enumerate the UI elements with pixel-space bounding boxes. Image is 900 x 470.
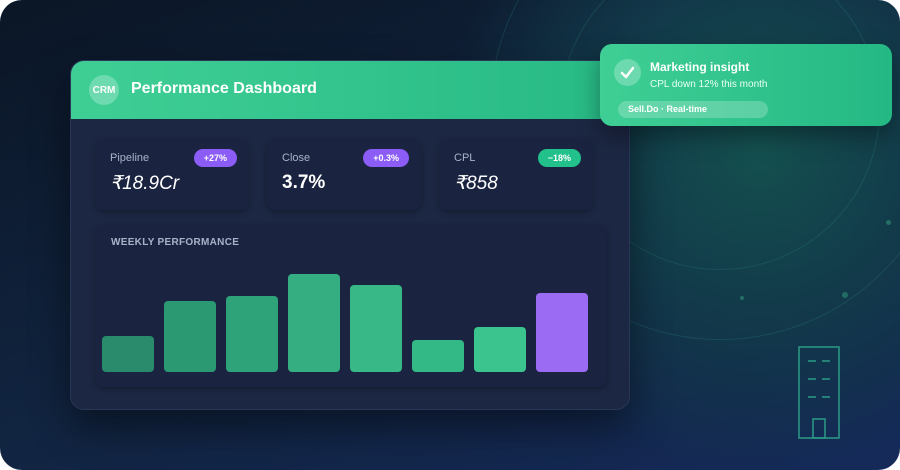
- kpi-delta: −18%: [537, 149, 581, 167]
- bar: [226, 296, 278, 372]
- bar: [350, 285, 402, 372]
- crm-badge: CRM: [89, 75, 119, 105]
- kpi-card: CPL −18% ₹858: [439, 139, 593, 210]
- dashboard-panel: CRM Performance Dashboard Pipeline +27% ₹1…: [70, 60, 630, 410]
- panel-header: CRM Performance Dashboard: [71, 61, 629, 119]
- kpi-delta: +0.3%: [363, 149, 409, 167]
- kpi-label: CPL: [454, 152, 476, 164]
- notification: Marketing insight CPL down 12% this mont…: [600, 44, 892, 126]
- bar: [474, 327, 526, 372]
- kpi-value: 3.7%: [282, 172, 326, 193]
- kpi-value: ₹858: [454, 173, 498, 194]
- bar: [288, 274, 340, 372]
- kpi-label: Pipeline: [110, 152, 150, 164]
- chart-title: WEEKLY PERFORMANCE: [111, 237, 240, 248]
- kpi-delta: +27%: [193, 149, 237, 167]
- bar: [536, 293, 588, 372]
- check-icon: [614, 59, 641, 86]
- notification-tag: Sell.Do · Real-time: [618, 101, 768, 118]
- building-icon: [798, 346, 840, 439]
- notification-message: CPL down 12% this month: [650, 79, 768, 90]
- notification-title: Marketing insight: [650, 60, 750, 74]
- kpi-value: ₹18.9Cr: [110, 173, 180, 194]
- bar: [102, 336, 154, 372]
- decor-dot: [740, 296, 744, 300]
- decor-dot: [886, 220, 891, 225]
- decor-dot: [842, 292, 848, 298]
- kpi-card: Pipeline +27% ₹18.9Cr: [95, 139, 249, 210]
- chart-card: WEEKLY PERFORMANCE: [95, 225, 607, 387]
- panel-title: Performance Dashboard: [131, 80, 317, 97]
- kpi-card: Close +0.3% 3.7%: [267, 139, 421, 210]
- plot: [95, 225, 607, 387]
- kpi-label: Close: [282, 152, 311, 164]
- bar: [164, 301, 216, 372]
- bar: [412, 340, 464, 372]
